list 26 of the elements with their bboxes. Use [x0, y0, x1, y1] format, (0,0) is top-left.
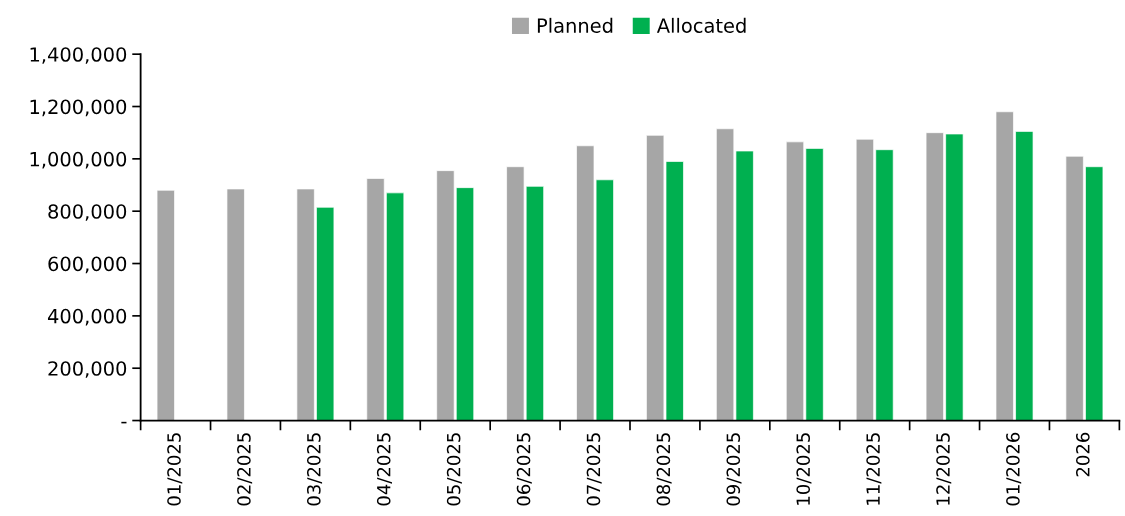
y-tick-label: 1,200,000 [30, 99, 127, 117]
x-tick-label: 11/2025 [866, 433, 882, 505]
x-tick-label: 06/2025 [516, 433, 532, 506]
y-tick-label: 800,000 [48, 204, 127, 221]
x-tick-label: 12/2025 [936, 433, 952, 505]
y-tick-label: 600,000 [48, 256, 127, 274]
x-tick-label: 08/2025 [656, 433, 672, 506]
x-tick-label: 04/2025 [376, 433, 392, 506]
x-tick-label: 05/2025 [446, 433, 462, 506]
bar [156, 189, 175, 421]
y-tick-label: 1,400,000 [30, 47, 127, 64]
legend-label: Allocated [656, 17, 746, 33]
x-tick-label: 09/2025 [726, 433, 742, 506]
y-tick-label: 200,000 [48, 361, 127, 378]
legend-label: Planned [537, 17, 613, 33]
x-tick-label: 2026 [1076, 432, 1090, 477]
x-tick-label: 01/2026 [1006, 432, 1022, 506]
x-tick-label: 10/2025 [796, 433, 812, 505]
y-tick-label: - [121, 421, 127, 424]
x-tick-label: 07/2025 [586, 433, 602, 506]
x-tick-label: 02/2025 [237, 433, 253, 506]
y-tick-label: 1,000,000 [30, 151, 127, 169]
x-tick-label: 03/2025 [306, 433, 323, 506]
x-tick-label: 01/2025 [167, 433, 183, 506]
y-tick-label: 400,000 [47, 308, 127, 326]
bar [226, 188, 245, 421]
